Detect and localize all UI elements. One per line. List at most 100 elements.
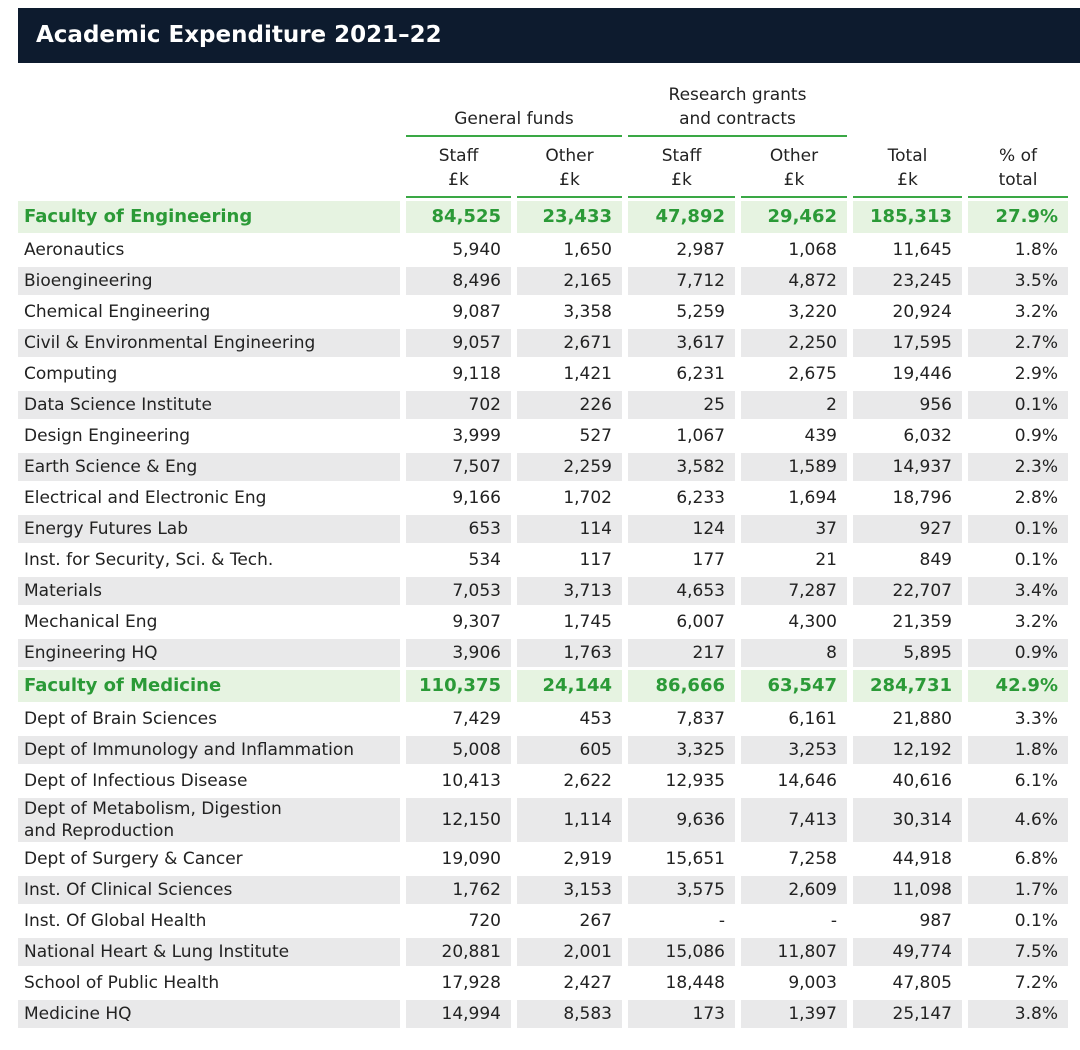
cell-value: 8 [741,639,847,667]
cell-value: 5,008 [406,736,511,764]
department-name: Bioengineering [18,267,400,295]
cell-value: 267 [579,911,612,931]
department-name: Dept of Immunology and Inflammation [18,736,400,764]
cell-value: 14,646 [777,771,837,791]
cell-value: 7,258 [788,849,837,869]
department-name: Medicine HQ [18,1000,400,1028]
cell-value: 1,421 [563,364,612,384]
cell-value: 3,325 [628,736,735,764]
cell-value: 19,446 [892,364,952,384]
department-name: Dept of Surgery & Cancer [24,849,243,869]
cell-value: 2,165 [517,267,622,295]
cell-value: 4,653 [628,577,735,605]
cell-value: 7,507 [406,453,511,481]
cell-value: 1,763 [517,639,622,667]
column-header: Total £k [853,140,962,198]
cell-value: 1,702 [563,488,612,508]
cell-value: 9,087 [452,302,501,322]
department-name: Dept of Metabolism, Digestion and Reprod… [18,798,400,842]
cell-value: 1.7% [968,876,1068,904]
department-name: Data Science Institute [18,391,400,419]
cell-value: 1,650 [563,240,612,260]
cell-value: - [830,911,837,931]
cell-value: 3.2% [1014,302,1058,322]
cell-value: 2,919 [563,849,612,869]
expenditure-table: General funds Research grants and contra… [12,72,1074,1031]
cell-value: 1.8% [1014,240,1058,260]
department-name: Dept of Brain Sciences [24,709,217,729]
cell-value: 18,796 [892,488,952,508]
department-row: Mechanical Eng 9,307 1,745 6,007 4,300 21,359… [18,608,1068,636]
cell-value: 25 [628,391,735,419]
cell-value: 534 [468,550,501,570]
cell-value: 9,003 [788,973,837,993]
cell-value: 15,086 [628,938,735,966]
cell-value: 927 [853,515,962,543]
cell-value: 0.1% [1014,911,1058,931]
cell-value: 84,525 [406,201,511,233]
cell-value: 7,287 [741,577,847,605]
cell-value: 2.9% [1014,364,1058,384]
cell-value: 9,118 [452,364,501,384]
department-name: National Heart & Lung Institute [18,938,400,966]
department-name: Materials [18,577,400,605]
cell-value: 17,928 [441,973,501,993]
cell-value: 4,872 [741,267,847,295]
cell-value: 11,645 [892,240,952,260]
department-name: Engineering HQ [18,639,400,667]
cell-value: 0.1% [968,515,1068,543]
department-name: Mechanical Eng [24,612,158,632]
cell-value: 3,253 [741,736,847,764]
department-row: Dept of Immunology and Inflammation 5,008… [18,736,1068,764]
cell-value: 6.8% [1014,849,1058,869]
faculty-row: Faculty of Engineering 84,525 23,433 47,892… [18,201,1068,233]
cell-value: 4.6% [968,798,1068,842]
cell-value: 3,358 [563,302,612,322]
department-row: Data Science Institute 702 226 25 2 956 0.1% [18,391,1068,419]
department-name: Inst. for Security, Sci. & Tech. [24,550,274,570]
department-row: Earth Science & Eng 7,507 2,259 3,582 1,589 1… [18,453,1068,481]
cell-value: 30,314 [853,798,962,842]
column-header-row: Staff £k Other £k Staff £k Other £k Total £k… [18,140,1068,198]
cell-value: 0.9% [968,639,1068,667]
cell-value: 185,313 [853,201,962,233]
cell-value: 226 [517,391,622,419]
column-header: Staff £k [628,140,735,198]
cell-value: 86,666 [628,670,735,702]
department-row: Inst. Of Global Health 720 267 - - 987 0.1% [18,907,1068,935]
cell-value: 42.9% [968,670,1068,702]
cell-value: 6,161 [788,709,837,729]
department-row: Inst. for Security, Sci. & Tech. 534 117 17… [18,546,1068,574]
department-name: Design Engineering [24,426,191,446]
cell-value: 1.8% [968,736,1068,764]
cell-value: 605 [517,736,622,764]
department-name: Chemical Engineering [24,302,211,322]
cell-value: 47,805 [892,973,952,993]
department-row: Civil & Environmental Engineering 9,057 2,… [18,329,1068,357]
cell-value: 2.7% [968,329,1068,357]
cell-value: 8,583 [517,1000,622,1028]
department-row: Engineering HQ 3,906 1,763 217 8 5,895 0.9% [18,639,1068,667]
cell-value: 22,707 [853,577,962,605]
department-row: Design Engineering 3,999 527 1,067 439 6,032 0… [18,422,1068,450]
cell-value: 2.8% [1014,488,1058,508]
cell-value: 110,375 [406,670,511,702]
faculty-row: Faculty of Medicine 110,375 24,144 86,666 63… [18,670,1068,702]
cell-value: 527 [579,426,612,446]
cell-value: 3.3% [1014,709,1058,729]
column-header: Other £k [517,140,622,198]
cell-value: 24,144 [517,670,622,702]
cell-value: 173 [628,1000,735,1028]
department-name: Earth Science & Eng [18,453,400,481]
cell-value: 849 [919,550,952,570]
cell-value: 17,595 [853,329,962,357]
cell-value: 29,462 [741,201,847,233]
cell-value: 3,575 [628,876,735,904]
cell-value: 7,712 [628,267,735,295]
cell-value: 6,233 [676,488,725,508]
cell-value: 720 [468,911,501,931]
department-row: Chemical Engineering 9,087 3,358 5,259 3,220… [18,298,1068,326]
cell-value: 0.1% [968,391,1068,419]
group-header: Research grants and contracts [628,75,847,137]
cell-value: 19,090 [441,849,501,869]
